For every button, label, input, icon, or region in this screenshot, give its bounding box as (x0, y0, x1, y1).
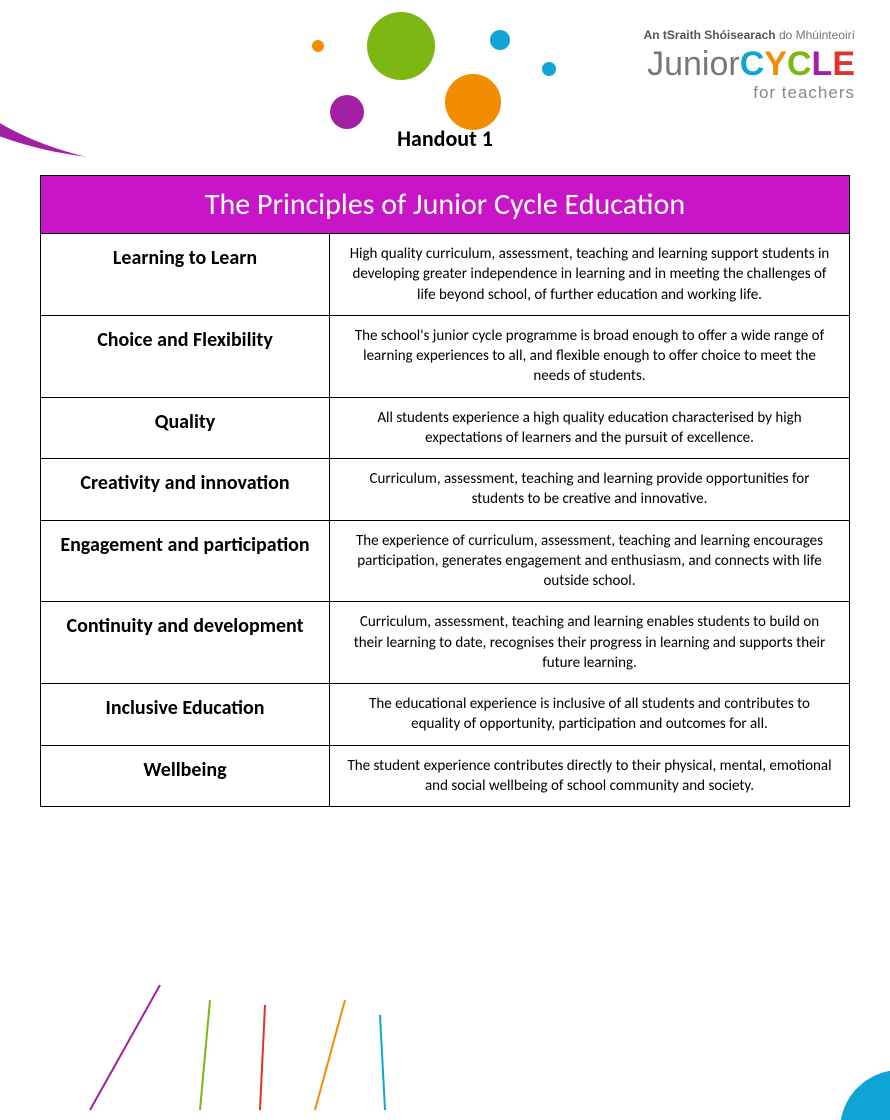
footer-lines (50, 970, 450, 1120)
principle-description: The educational experience is inclusive … (330, 684, 850, 746)
logo-subtitle: for teachers (620, 83, 855, 103)
table-row: Learning to LearnHigh quality curriculum… (41, 234, 850, 316)
logo-cycle-text: CYCLE (740, 45, 855, 83)
principle-description: Curriculum, assessment, teaching and lea… (330, 459, 850, 521)
banner: An tSraith Shóisearach do Mhúinteoirí Ju… (0, 0, 890, 160)
logo-junior-text: Junior (647, 45, 740, 83)
decorative-dot (542, 62, 556, 76)
logo-irish-rest: do Mhúinteoirí (776, 28, 855, 42)
principle-label: Wellbeing (41, 745, 330, 807)
decorative-dot (490, 30, 510, 50)
decorative-dot (312, 40, 324, 52)
table-row: Engagement and participationThe experien… (41, 520, 850, 602)
table-body: Learning to LearnHigh quality curriculum… (41, 234, 850, 807)
principle-label: Quality (41, 397, 330, 459)
logo-cycle-letter: Y (764, 45, 787, 83)
decorative-dot (330, 95, 364, 129)
logo-cycle-letter: L (812, 45, 833, 83)
table-row: Choice and FlexibilityThe school's junio… (41, 315, 850, 397)
principle-label: Inclusive Education (41, 684, 330, 746)
principle-description: The student experience contributes direc… (330, 745, 850, 807)
page: An tSraith Shóisearach do Mhúinteoirí Ju… (0, 0, 890, 1120)
decorative-dot (445, 74, 501, 130)
principle-label: Learning to Learn (41, 234, 330, 316)
principle-description: The school's junior cycle programme is b… (330, 315, 850, 397)
table-title: The Principles of Junior Cycle Education (41, 176, 850, 234)
principle-label: Creativity and innovation (41, 459, 330, 521)
logo-cycle-letter: C (787, 45, 812, 83)
table-row: WellbeingThe student experience contribu… (41, 745, 850, 807)
logo-main: JuniorCYCLE (620, 48, 855, 80)
principle-description: All students experience a high quality e… (330, 397, 850, 459)
principle-label: Engagement and participation (41, 520, 330, 602)
principle-description: High quality curriculum, assessment, tea… (330, 234, 850, 316)
table-row: Continuity and developmentCurriculum, as… (41, 602, 850, 684)
principle-label: Choice and Flexibility (41, 315, 330, 397)
logo-irish-line: An tSraith Shóisearach do Mhúinteoirí (620, 28, 855, 42)
table-row: QualityAll students experience a high qu… (41, 397, 850, 459)
decorative-dot (367, 12, 435, 80)
logo-irish-bold: An tSraith Shóisearach (644, 28, 776, 42)
corner-circle (840, 1070, 890, 1120)
logo-cycle-letter: E (832, 45, 855, 83)
principle-description: Curriculum, assessment, teaching and lea… (330, 602, 850, 684)
logo-cycle-letter: C (740, 45, 765, 83)
principle-label: Continuity and development (41, 602, 330, 684)
principle-description: The experience of curriculum, assessment… (330, 520, 850, 602)
logo-block: An tSraith Shóisearach do Mhúinteoirí Ju… (620, 28, 855, 103)
table-row: Inclusive EducationThe educational exper… (41, 684, 850, 746)
handout-title: Handout 1 (0, 125, 890, 152)
table-row: Creativity and innovationCurriculum, ass… (41, 459, 850, 521)
principles-table: The Principles of Junior Cycle Education… (40, 175, 850, 807)
